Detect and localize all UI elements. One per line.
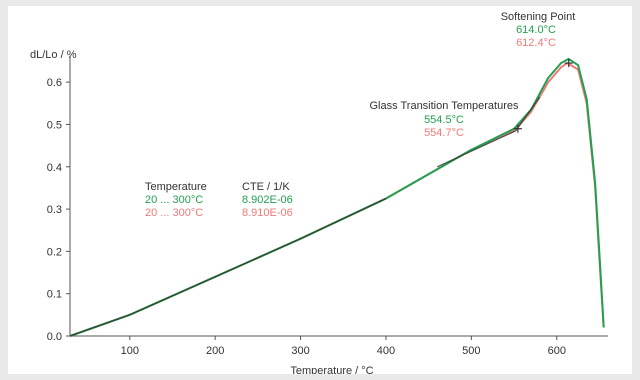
y-tick-label: 0.4 [47,162,62,174]
series-layer [69,57,605,337]
y-tick-label: 0.5 [47,119,62,131]
x-tick-label: 400 [377,345,395,357]
x-tick-label: 500 [462,345,480,357]
softening-point-title: Softening Point [501,11,576,23]
table-red-cte: 8.910E-06 [242,207,293,219]
table-red-range: 20 ... 300°C [145,207,203,219]
tangent-line-1 [436,130,517,168]
marker-0 [513,124,522,133]
table-temperature-header: Temperature [145,181,207,193]
glass-transition-green: 554.5°C [424,114,464,126]
marker-layer [513,59,573,133]
x-axis-label: Temperature / °C [290,365,373,374]
table-cte-header: CTE / 1/K [242,181,290,193]
x-tick-label: 200 [206,345,224,357]
softening-point-red: 612.4°C [516,37,556,49]
x-tick-label: 100 [121,345,139,357]
x-tick-label: 600 [548,345,566,357]
y-tick-label: 0.6 [47,77,62,89]
glass-transition-title: Glass Transition Temperatures [370,100,519,112]
y-axis-label: dL/Lo / % [30,49,77,61]
y-tick-label: 0.1 [47,289,62,301]
table-green-range: 20 ... 300°C [145,194,203,206]
y-tick-label: 0.3 [47,204,62,216]
x-tick-label: 300 [291,345,309,357]
tangent-line-2 [515,96,541,132]
axes: 0.0 0.1 0.2 0.3 0.4 0.5 0.6 100 200 300 400 500 600 [47,56,608,357]
softening-point-green: 614.0°C [516,24,556,36]
marker-1 [564,59,573,68]
glass-transition-red: 554.7°C [424,127,464,139]
tangent-line-0 [69,197,387,337]
table-green-cte: 8.902E-06 [242,194,293,206]
chart-panel: 0.0 0.1 0.2 0.3 0.4 0.5 0.6 100 200 300 400 500 600 … [8,6,632,374]
y-tick-label: 0.0 [47,331,62,343]
y-tick-label: 0.2 [47,246,62,258]
